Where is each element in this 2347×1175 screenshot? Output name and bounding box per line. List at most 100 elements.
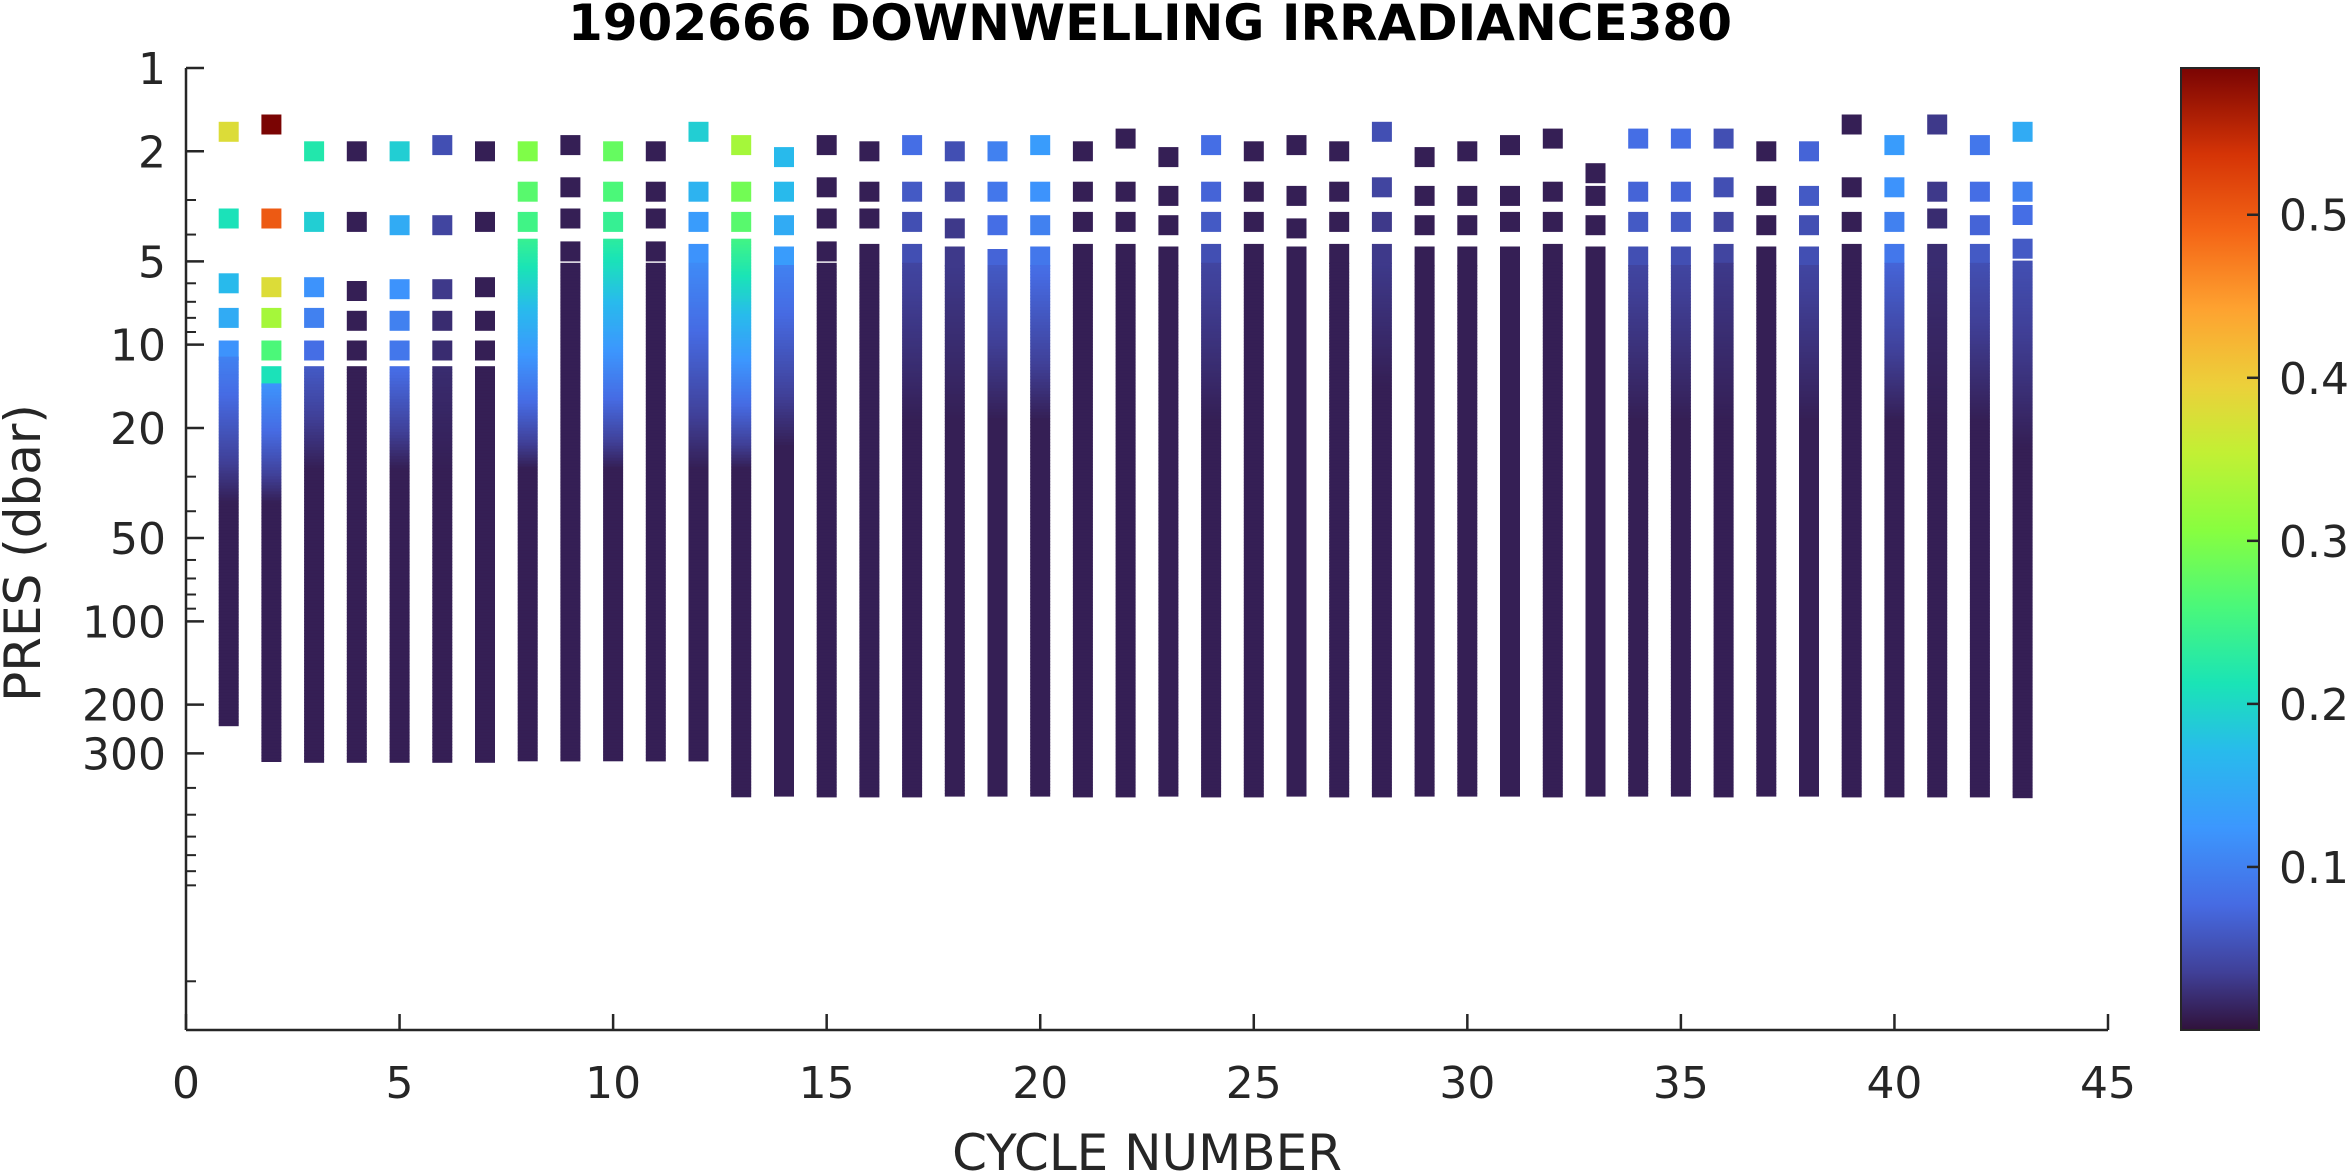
data-point bbox=[688, 685, 709, 690]
data-point bbox=[816, 643, 837, 648]
data-point bbox=[517, 607, 538, 612]
data-point bbox=[859, 787, 880, 792]
data-point bbox=[389, 597, 410, 601]
data-point bbox=[432, 522, 453, 526]
data-point bbox=[560, 304, 581, 309]
data-point bbox=[603, 613, 624, 618]
data-point bbox=[1414, 388, 1435, 392]
data-point bbox=[731, 628, 752, 633]
data-point bbox=[1201, 574, 1222, 579]
data-point bbox=[944, 721, 965, 725]
data-point bbox=[346, 651, 367, 655]
data-point bbox=[346, 741, 367, 745]
data-point bbox=[645, 340, 666, 345]
data-point bbox=[859, 361, 880, 366]
data-point bbox=[1414, 766, 1435, 770]
data-point bbox=[1329, 487, 1350, 492]
data-point bbox=[1243, 349, 1264, 354]
data-point bbox=[1158, 517, 1179, 521]
data-point bbox=[1072, 760, 1093, 765]
data-point bbox=[1457, 361, 1478, 365]
data-point bbox=[816, 616, 837, 621]
data-point bbox=[261, 710, 282, 714]
data-point bbox=[1201, 562, 1222, 567]
data-point bbox=[389, 435, 410, 439]
data-point bbox=[1201, 334, 1222, 339]
data-point bbox=[1158, 508, 1179, 512]
data-point bbox=[1158, 325, 1179, 329]
data-point bbox=[1371, 295, 1392, 300]
data-point bbox=[1030, 733, 1051, 737]
data-point bbox=[1201, 310, 1222, 315]
data-point bbox=[1072, 277, 1093, 282]
data-point bbox=[774, 463, 794, 467]
data-point bbox=[902, 319, 923, 324]
data-point bbox=[1371, 724, 1392, 729]
data-point bbox=[1115, 181, 1136, 202]
data-point bbox=[475, 423, 495, 427]
data-point bbox=[1329, 661, 1350, 666]
data-point bbox=[1030, 601, 1051, 605]
data-point bbox=[1329, 433, 1350, 438]
data-point bbox=[1072, 340, 1093, 345]
data-point bbox=[603, 466, 624, 471]
data-point bbox=[261, 440, 282, 444]
data-point bbox=[346, 600, 367, 604]
data-point bbox=[1371, 553, 1392, 558]
data-point bbox=[731, 322, 752, 327]
data-point bbox=[731, 664, 752, 669]
data-point bbox=[774, 430, 794, 434]
data-point bbox=[987, 358, 1008, 362]
data-point bbox=[432, 702, 453, 706]
data-point bbox=[1201, 478, 1222, 483]
data-point bbox=[603, 445, 624, 450]
data-point bbox=[1158, 664, 1179, 668]
profile-cycle-4 bbox=[346, 141, 367, 763]
data-point bbox=[304, 753, 325, 757]
data-point bbox=[1201, 343, 1222, 348]
data-point bbox=[304, 423, 325, 427]
data-point bbox=[859, 631, 880, 636]
data-point bbox=[987, 640, 1008, 644]
data-point bbox=[987, 325, 1008, 329]
data-point bbox=[560, 691, 581, 696]
data-point bbox=[1243, 709, 1264, 714]
data-point bbox=[645, 352, 666, 357]
data-point bbox=[475, 690, 495, 694]
data-point bbox=[1030, 298, 1051, 302]
data-point bbox=[902, 640, 923, 645]
data-point bbox=[816, 445, 837, 450]
data-point bbox=[1115, 655, 1136, 660]
data-point bbox=[816, 691, 837, 696]
data-point bbox=[731, 463, 752, 468]
data-point bbox=[218, 584, 239, 589]
data-point bbox=[346, 660, 367, 664]
data-point bbox=[475, 549, 495, 553]
data-point bbox=[688, 463, 709, 468]
data-point bbox=[1115, 718, 1136, 723]
data-point bbox=[1243, 463, 1264, 468]
data-point bbox=[603, 748, 624, 753]
data-point bbox=[645, 736, 666, 741]
data-point bbox=[645, 718, 666, 723]
data-point bbox=[731, 382, 752, 387]
data-point bbox=[475, 441, 495, 445]
data-point bbox=[1457, 265, 1478, 269]
data-point bbox=[1243, 604, 1264, 609]
data-point bbox=[1158, 763, 1179, 767]
data-point bbox=[688, 301, 709, 306]
data-point bbox=[645, 523, 666, 528]
data-point bbox=[560, 703, 581, 708]
data-point bbox=[346, 597, 367, 601]
data-point bbox=[517, 322, 538, 327]
data-point bbox=[1072, 706, 1093, 711]
data-point bbox=[774, 355, 794, 359]
data-point bbox=[560, 682, 581, 687]
data-point bbox=[816, 310, 837, 315]
data-point bbox=[645, 274, 666, 279]
data-point bbox=[1115, 748, 1136, 753]
data-point bbox=[389, 588, 410, 592]
data-point bbox=[304, 465, 325, 469]
data-point bbox=[560, 742, 581, 747]
data-point bbox=[304, 732, 325, 736]
